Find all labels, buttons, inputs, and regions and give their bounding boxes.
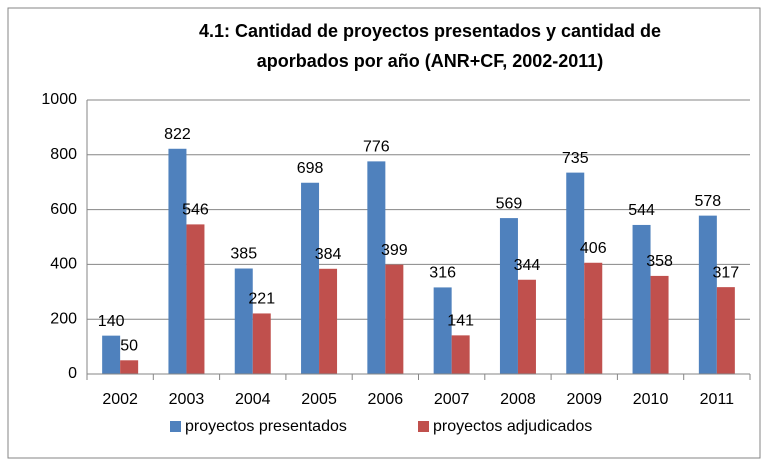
value-label: 569 (496, 195, 523, 212)
value-label: 140 (98, 313, 125, 330)
bar (433, 287, 452, 374)
x-tick-label: 2010 (633, 391, 669, 408)
y-tick-label: 400 (50, 256, 77, 273)
value-label: 776 (363, 139, 390, 156)
bar (632, 224, 651, 374)
x-tick-label: 2011 (700, 391, 735, 408)
bar (716, 287, 735, 374)
bar (319, 268, 338, 374)
legend-label: proyectos presentados (185, 418, 347, 435)
value-label: 544 (628, 202, 655, 219)
value-label: 141 (447, 313, 474, 330)
y-tick-label: 600 (50, 201, 77, 218)
value-label: 546 (182, 202, 209, 219)
value-label: 399 (381, 242, 408, 259)
value-label: 822 (164, 126, 191, 143)
bar (385, 264, 404, 374)
value-label: 221 (248, 291, 275, 308)
x-tick-label: 2005 (301, 391, 337, 408)
bar (301, 182, 320, 374)
bar (186, 224, 205, 374)
value-label: 735 (562, 150, 589, 167)
chart-title: 4.1: Cantidad de proyectos presentados y… (199, 21, 661, 41)
value-label: 406 (580, 240, 607, 257)
bar (367, 161, 386, 374)
x-tick-label: 2002 (102, 391, 138, 408)
bar (102, 335, 121, 374)
x-tick-label: 2006 (368, 391, 404, 408)
x-tick-label: 2003 (169, 391, 205, 408)
chart-title: aporbados por año (ANR+CF, 2002-2011) (257, 51, 604, 71)
value-label: 317 (712, 264, 739, 281)
legend-swatch (170, 421, 181, 432)
bar (120, 360, 139, 374)
bar (252, 313, 271, 374)
bar (517, 279, 536, 374)
bar (451, 335, 470, 374)
x-tick-label: 2004 (235, 391, 271, 408)
bar (234, 268, 253, 374)
value-label: 385 (230, 246, 257, 263)
bar (168, 148, 187, 374)
legend-label: proyectos adjudicados (433, 418, 592, 435)
y-tick-label: 800 (50, 146, 77, 163)
y-tick-label: 1000 (41, 91, 77, 108)
x-tick-label: 2008 (500, 391, 536, 408)
bar (566, 172, 585, 374)
value-label: 384 (315, 246, 342, 263)
value-label: 698 (297, 160, 324, 177)
y-tick-label: 200 (50, 310, 77, 327)
value-label: 578 (694, 193, 721, 210)
value-label: 358 (646, 253, 673, 270)
value-label: 50 (120, 338, 138, 355)
x-tick-label: 2009 (566, 391, 602, 408)
x-tick-label: 2007 (434, 391, 470, 408)
legend-swatch (418, 421, 429, 432)
bar (650, 275, 669, 374)
value-label: 344 (514, 257, 541, 274)
y-tick-label: 0 (68, 365, 77, 382)
bar (499, 218, 518, 374)
bar (584, 262, 603, 374)
bar (698, 215, 717, 374)
value-label: 316 (429, 265, 456, 282)
